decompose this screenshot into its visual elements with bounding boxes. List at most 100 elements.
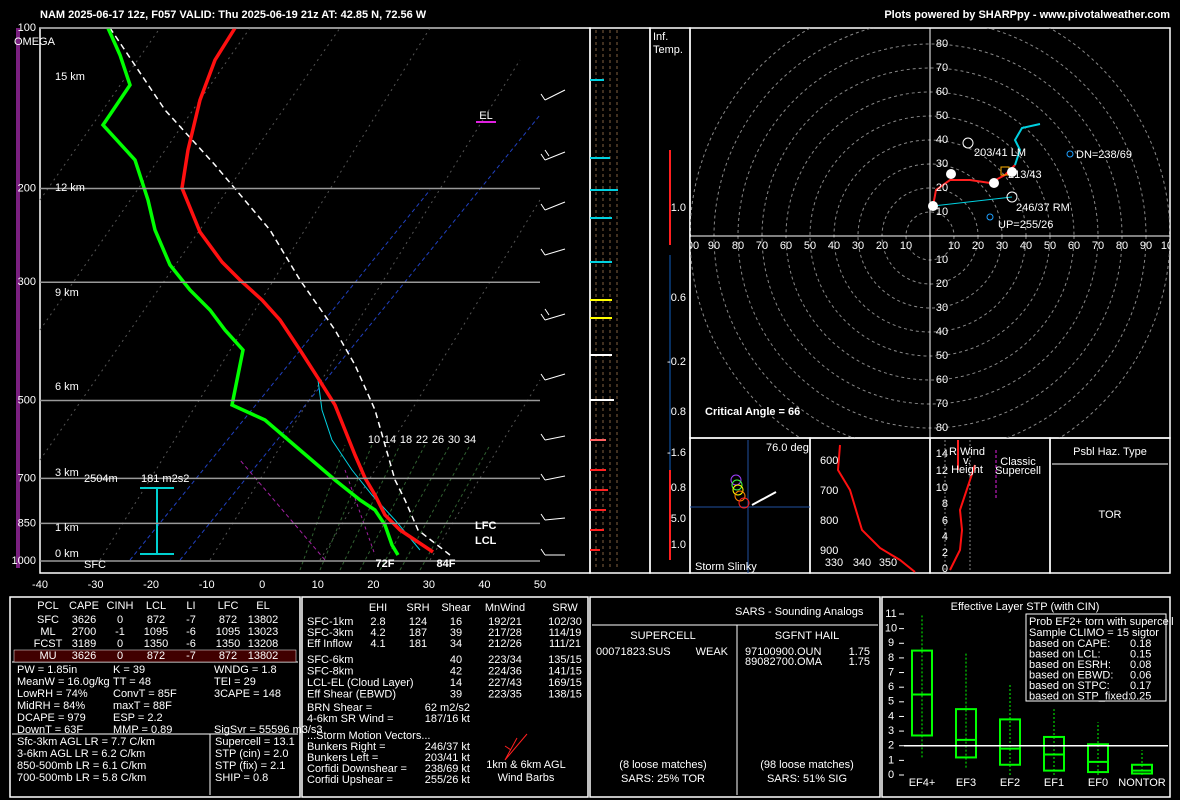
motion-vector: Corfidi Upshear = [307,774,393,786]
stp-tick-label: 11 [885,608,896,620]
parcel-header: CAPE [69,600,99,612]
hodo-marker [928,201,938,211]
parcel-cell: 0 [117,638,123,650]
mixing-ratio-label: 18 [400,434,412,446]
height-label: 12 km [55,182,85,194]
eff-layer-srh: 181 m2s2 [141,473,189,485]
kin-param-value: 187/16 kt [425,713,470,725]
srwind-height: 8 [942,498,948,510]
hodo-ring-label: 30 [852,240,864,252]
hodo-ring-label: 10 [900,240,912,252]
hodo-ring-label: 90 [708,240,720,252]
height-label: 15 km [55,71,85,83]
stp-tick-label: 9 [888,637,894,649]
kin-cell: 40 [450,654,462,666]
parcel-highlight [13,649,297,663]
kin-cell: 4.2 [370,627,385,639]
hodo-marker [946,169,956,179]
kin-cell: 14 [450,677,462,689]
parcel-cell: 1350 [216,638,240,650]
index-value: LowRH = 74% [17,688,88,700]
header-credit: Plots powered by SHARPpy - www.pivotalwe… [884,9,1170,21]
omega-value: 5.0 [671,513,686,525]
hodo-ring-label: 60 [936,86,948,98]
eff-layer-bottom: SFC [84,559,106,571]
hodo-ring-label: 40 [828,240,840,252]
hodo-left-mover: 203/41 LM [974,147,1026,159]
severe-index: STP (fix) = 2.1 [215,760,285,772]
srwind-height: 12 [936,465,948,477]
parcel-cell: -7 [186,650,196,662]
hodo-ring-label: 40 [936,326,948,338]
srwind-height: 0 [942,563,948,575]
motion-vector: Corfidi Downshear = [307,763,407,775]
stp-category: EF0 [1088,777,1108,789]
stp-legend-value: 0.25 [1130,690,1151,702]
sars-match: 97100900.OUN [745,646,821,658]
stp-category: NONTOR [1118,777,1166,789]
stp-tick-label: 3 [888,725,894,737]
barbs-caption: Wind Barbs [498,772,555,784]
thetae-pressure: 900 [820,545,838,557]
stp-box [1087,743,1109,774]
sars-title: SARS - Sounding Analogs [735,606,864,618]
kin-cell: 192/21 [488,616,522,628]
kin-cell: 212/26 [488,638,522,650]
kin-cell: 114/19 [549,627,582,639]
hodo-ring-label: 60 [936,374,948,386]
lcl-label: LCL [475,535,497,547]
parcel-cell: 872 [147,614,165,626]
mixing-ratio-label: 14 [384,434,396,446]
parcel-header: PCL [37,600,58,612]
stp-legend-value: 0.08 [1130,659,1151,671]
hodo-marker-label: 2 [991,178,997,190]
height-label: 1 km [55,522,79,534]
omega-value: 1.0 [671,539,686,551]
parcel-cell: -1 [115,626,125,638]
barb-icon [504,733,528,761]
hodo-ring-label: 60 [1068,240,1080,252]
thetae-pressure: 700 [820,485,838,497]
hodo-ring-label: 50 [804,240,816,252]
srwind-height: 6 [942,515,948,527]
stp-tick-label: 6 [888,681,894,693]
index-value: PW = 1.85in [17,664,77,676]
kin-cell: 39 [450,688,462,700]
stp-legend-row: based on LCL: [1029,648,1101,660]
hodo-ring-label: 30 [936,302,948,314]
stp-tick-label: 4 [888,710,894,722]
stp-box [911,649,933,737]
index-value: maxT = 88F [113,700,172,712]
skewt-decor [16,27,671,571]
kin-cell: 34 [450,638,462,650]
hodo-ring-label: 100 [681,240,699,252]
parcel-cell: -7 [186,614,196,626]
thetae-theta: 330 [825,557,843,569]
index-value: ESP = 2.2 [113,712,163,724]
lapse-rate: 850-500mb LR = 6.1 C/km [17,760,146,772]
slinky-decor [690,440,997,573]
kin-cell: 111/21 [549,638,581,650]
hodo-marker [1007,167,1017,177]
header-title: NAM 2025-06-17 12z, F057 VALID: Thu 2025… [40,9,427,21]
stp-tick-label: 2 [888,740,894,752]
stp-category: EF2 [1000,777,1020,789]
kin-param: BRN Shear = [307,702,372,714]
stp-legend-row: based on STPC: [1029,680,1110,692]
motion-vector-value: 255/26 kt [425,774,470,786]
stp-tick-label: 8 [888,652,894,664]
stp-tick-label: 10 [885,623,897,635]
kin-cell: 141/15 [548,665,582,677]
severe-index: SHIP = 0.8 [215,772,268,784]
stp-legend-row: based on CAPE: [1029,638,1110,650]
hodo-marker-label: 3 [1009,167,1015,179]
sars-hail: SGFNT HAIL [775,630,840,642]
index-value: K = 39 [113,664,145,676]
stp-title: Effective Layer STP (with CIN) [951,601,1100,613]
sars-match-type: WEAK [696,646,729,658]
kin-cell: 16 [450,616,462,628]
hodo-ring-label: 80 [1116,240,1128,252]
sars-loose: (98 loose matches) [760,759,854,771]
hodo-ring-label: 50 [936,110,948,122]
hodo-ring-label: 70 [936,62,948,74]
